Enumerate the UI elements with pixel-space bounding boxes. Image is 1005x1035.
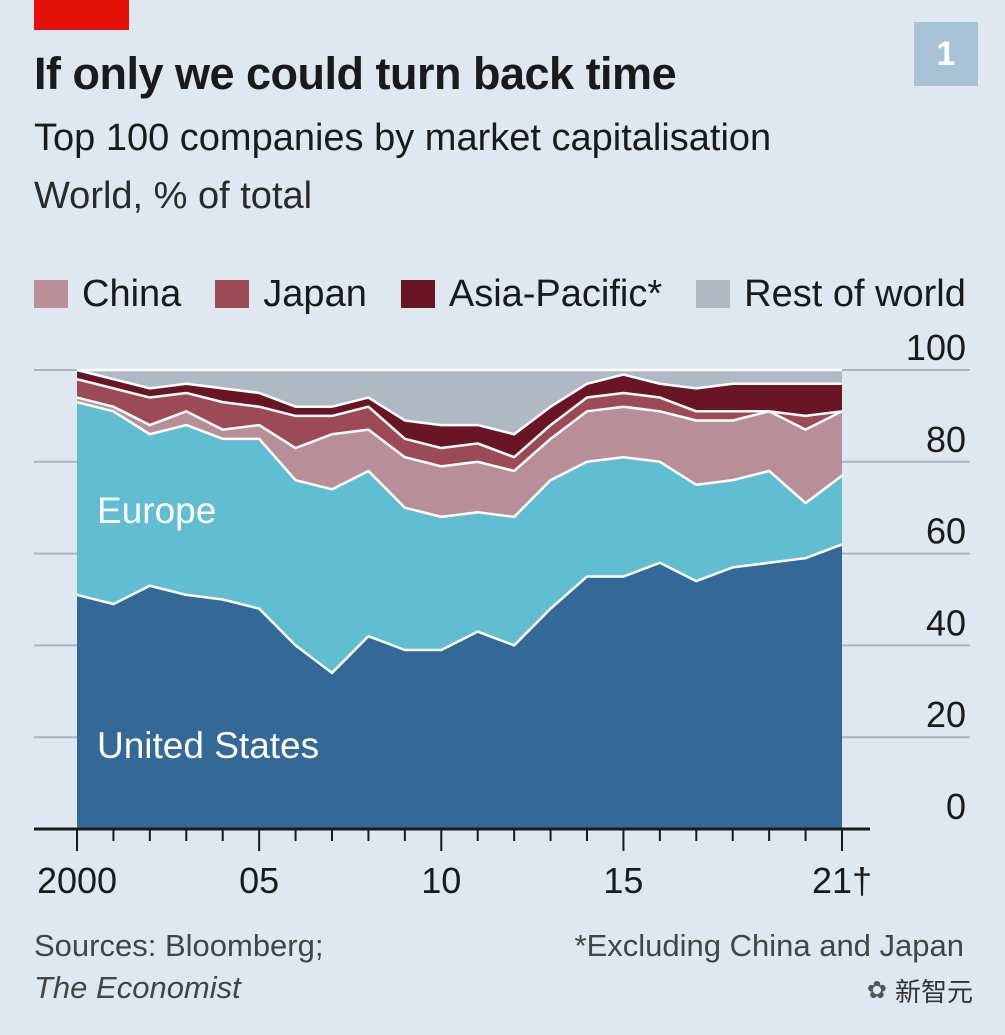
boundary-japan <box>76 377 843 459</box>
y-tick-label-20: 20 <box>926 694 966 735</box>
legend-swatch-china <box>34 280 68 308</box>
legend-item-rest-of-world: Rest of world <box>696 273 966 316</box>
y-tick-label-100: 100 <box>906 327 966 368</box>
chart-units: World, % of total <box>34 175 313 217</box>
chart-title: If only we could turn back time <box>34 48 677 99</box>
area-united-states <box>77 544 842 829</box>
boundary-europe <box>76 400 843 519</box>
legend-swatch-japan <box>215 280 250 308</box>
area-japan <box>77 379 842 471</box>
watermark-text: 新智元 <box>894 977 973 1007</box>
legend-item-china: China <box>34 273 181 316</box>
x-tick-label-2005: 05 <box>239 860 279 901</box>
legend-swatch-asia-pacific <box>400 280 435 308</box>
footnote-excluding: *Excluding China and Japan <box>574 928 965 963</box>
y-tick-label-60: 60 <box>926 511 966 552</box>
legend-item-japan: Japan <box>215 273 367 316</box>
y-tick-label-80: 80 <box>926 419 966 460</box>
x-tick-label-2010: 10 <box>421 860 461 901</box>
legend-label-japan: Japan <box>263 272 367 315</box>
legend-label-rest-of-world: Rest of world <box>744 272 966 315</box>
x-tick-label-2000: 2000 <box>37 860 117 901</box>
sources-line-2: The Economist <box>34 970 241 1005</box>
area-label-united-states: United States <box>97 725 319 766</box>
y-tick-label-40: 40 <box>926 602 966 643</box>
boundary-asia-pacific <box>76 368 842 436</box>
area-rest-of-world <box>77 370 842 435</box>
legend-label-china: China <box>82 272 182 315</box>
watermark: ✿ 新智元 <box>867 972 973 1009</box>
legend-swatch-rest-of-world <box>696 280 731 308</box>
legend: China Japan Asia-Pacific* Rest of world <box>34 270 966 318</box>
y-tick-label-0: 0 <box>946 786 966 827</box>
boundary-china <box>76 396 843 473</box>
sources-line-1: Sources: Bloomberg; <box>34 928 324 963</box>
boundary-united-states <box>76 543 843 675</box>
figure-number-badge: 1 <box>914 22 978 86</box>
area-label-europe: Europe <box>97 490 216 531</box>
legend-label-asia-pacific: Asia-Pacific* <box>448 272 663 315</box>
legend-item-asia-pacific: Asia-Pacific* <box>400 272 663 316</box>
chart-subtitle: Top 100 companies by market capitalisati… <box>34 117 772 159</box>
x-tick-label-2015: 15 <box>603 860 643 901</box>
wechat-icon: ✿ <box>866 977 887 1004</box>
area-europe <box>77 402 842 673</box>
sources-note: Sources: Bloomberg; The Economist <box>34 925 323 1009</box>
x-tick-label-2021: 21† <box>812 860 872 901</box>
area-china <box>77 397 842 517</box>
area-asia-pacific <box>77 370 842 458</box>
economist-red-tag <box>34 0 129 30</box>
